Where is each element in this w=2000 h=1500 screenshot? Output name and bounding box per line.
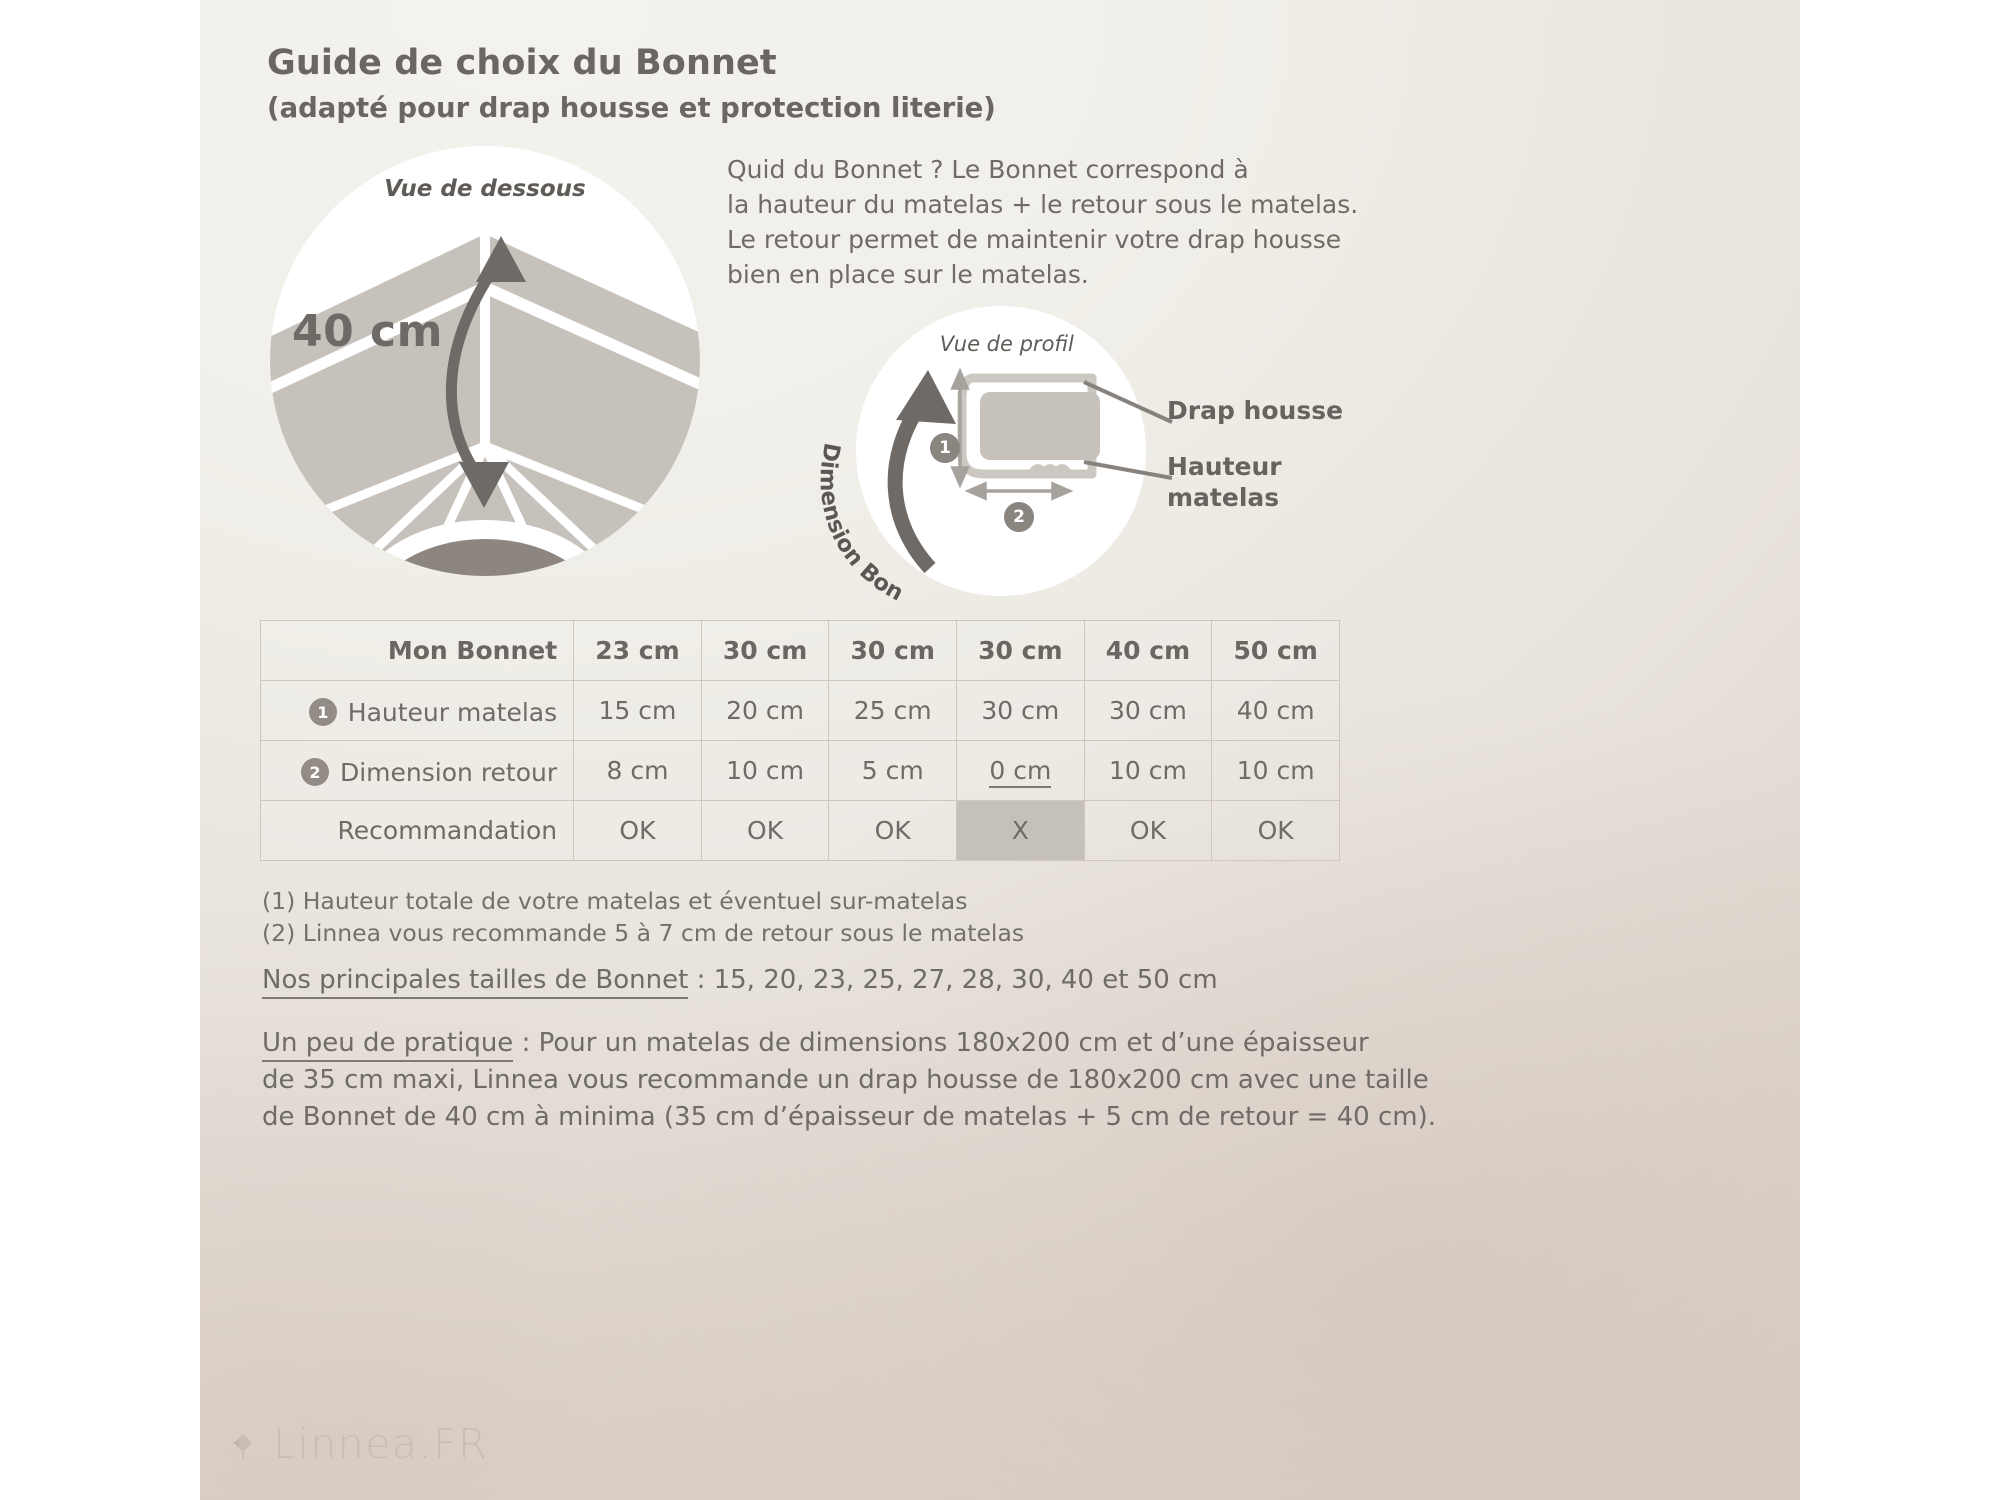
- row-label-text: Recommandation: [337, 816, 558, 845]
- table-cell: OK: [1211, 800, 1340, 861]
- linnea-logo: Linnea.FR: [225, 1420, 488, 1468]
- linnea-diamond-icon: [225, 1426, 261, 1462]
- table-header-cell: 30 cm: [828, 620, 958, 681]
- table-row: 1 Hauteur matelas 15 cm 20 cm 25 cm 30 c…: [259, 680, 1340, 741]
- row-label-dimension-retour: 2 Dimension retour: [259, 740, 575, 801]
- linnea-wordmark: Linnea.FR: [273, 1420, 489, 1468]
- practice-line-2: de 35 cm maxi, Linnea vous recommande un…: [262, 1064, 1429, 1095]
- table-header-cell: 23 cm: [573, 620, 702, 681]
- row-label-hauteur-matelas: 1 Hauteur matelas: [259, 680, 575, 741]
- badge-2-table: 2: [300, 758, 329, 786]
- practice-line-3: de Bonnet de 40 cm à minima (35 cm d’épa…: [262, 1101, 1436, 1132]
- table-cell: OK: [828, 800, 958, 861]
- bottom-view-diagram: Vue de dessous 40 cm: [270, 146, 700, 576]
- practice-line-1: Un peu de pratique : Pour un matelas de …: [262, 1025, 1436, 1062]
- table-header-cell: 30 cm: [700, 620, 830, 681]
- sizes-line-values: : 15, 20, 23, 25, 27, 28, 30, 40 et 50 c…: [688, 965, 1218, 995]
- table-cell: 25 cm: [828, 680, 958, 741]
- table-header-cell: 30 cm: [956, 620, 1085, 681]
- badge-1-table: 1: [308, 698, 337, 726]
- table-cell: 10 cm: [700, 740, 830, 801]
- table-cell: 30 cm: [1083, 680, 1213, 741]
- measure-label-40cm: 40 cm: [292, 306, 443, 357]
- table-cell-underlined: 0 cm: [989, 756, 1052, 788]
- intro-line-4: bien en place sur le matelas.: [727, 260, 1089, 289]
- guide-canvas: Guide de choix du Bonnet (adapté pour dr…: [200, 0, 1800, 1500]
- bonnet-sizes-table: Mon Bonnet 23 cm 30 cm 30 cm 30 cm 40 cm…: [259, 620, 1340, 861]
- footnotes: (1) Hauteur totale de votre matelas et é…: [262, 885, 1024, 950]
- callout-drap-housse: Drap housse: [1167, 396, 1344, 425]
- profile-view-diagram: Vue de profil 1 2: [856, 306, 1146, 596]
- row-label-text: Dimension retour: [339, 757, 558, 787]
- table-header-cell: 40 cm: [1083, 620, 1213, 681]
- intro-line-2: la hauteur du matelas + le retour sous l…: [727, 190, 1359, 219]
- arc-label-text: Dimension Bonnet: [792, 400, 908, 606]
- footnote-2: (2) Linnea vous recommande 5 à 7 cm de r…: [262, 919, 1025, 948]
- table-cell: OK: [573, 800, 702, 861]
- table-cell: 0 cm: [956, 740, 1085, 801]
- badge-1-profile: 1: [930, 433, 960, 463]
- callout-hauteur-line1: Hauteur: [1167, 452, 1282, 481]
- badge-2-profile: 2: [1004, 502, 1034, 532]
- profile-view-illustration: [887, 367, 1100, 574]
- row-label-text: Hauteur matelas: [347, 697, 558, 727]
- table-cell: 40 cm: [1211, 680, 1340, 741]
- table-cell: 10 cm: [1211, 740, 1340, 801]
- callout-hauteur-line2: matelas: [1167, 482, 1280, 512]
- table-row: 2 Dimension retour 8 cm 10 cm 5 cm 0 cm …: [259, 740, 1340, 801]
- callout-hauteur-matelas: Hauteur matelas: [1167, 452, 1282, 513]
- intro-line-1: Quid du Bonnet ? Le Bonnet correspond à: [727, 155, 1249, 184]
- table-body: Mon Bonnet 23 cm 30 cm 30 cm 30 cm 40 cm…: [259, 620, 1340, 861]
- table-cell: 5 cm: [828, 740, 958, 801]
- page-title-block: Guide de choix du Bonnet (adapté pour dr…: [267, 42, 996, 125]
- table-cell-flagged: X: [956, 800, 1085, 861]
- sizes-line: Nos principales tailles de Bonnet : 15, …: [262, 965, 1218, 999]
- sizes-line-label: Nos principales tailles de Bonnet: [262, 965, 689, 999]
- table-cell: 30 cm: [956, 680, 1085, 741]
- intro-line-3: Le retour permet de maintenir votre drap…: [727, 225, 1342, 254]
- practice-block: Un peu de pratique : Pour un matelas de …: [262, 1025, 1436, 1136]
- table-cell: 8 cm: [573, 740, 702, 801]
- table-header-label: Mon Bonnet: [259, 620, 575, 681]
- practice-label: Un peu de pratique: [262, 1028, 514, 1062]
- intro-paragraph: Quid du Bonnet ? Le Bonnet correspond à …: [727, 152, 1359, 292]
- page-title: Guide de choix du Bonnet: [267, 43, 777, 83]
- arc-label-dimension-bonnet: Dimension Bonnet: [792, 400, 1020, 610]
- table-row: Recommandation OK OK OK X OK OK: [259, 800, 1340, 861]
- table-cell: OK: [700, 800, 830, 861]
- table-header-row: Mon Bonnet 23 cm 30 cm 30 cm 30 cm 40 cm…: [259, 620, 1340, 681]
- footnote-1: (1) Hauteur totale de votre matelas et é…: [262, 887, 968, 915]
- practice-line-1-rest: : Pour un matelas de dimensions 180x200 …: [513, 1028, 1369, 1058]
- bottom-view-caption: Vue de dessous: [384, 176, 586, 202]
- table-cell: 15 cm: [573, 680, 702, 741]
- row-label-recommandation: Recommandation: [259, 800, 575, 861]
- table-cell: 10 cm: [1083, 740, 1213, 801]
- table-cell: 20 cm: [700, 680, 830, 741]
- profile-view-caption: Vue de profil: [939, 332, 1074, 356]
- callout-leader-lines: [1083, 380, 1173, 480]
- bottom-view-illustration: [270, 234, 700, 576]
- table-header-cell: 50 cm: [1211, 620, 1340, 681]
- page-subtitle: (adapté pour drap housse et protection l…: [267, 91, 996, 124]
- table-cell: OK: [1083, 800, 1213, 861]
